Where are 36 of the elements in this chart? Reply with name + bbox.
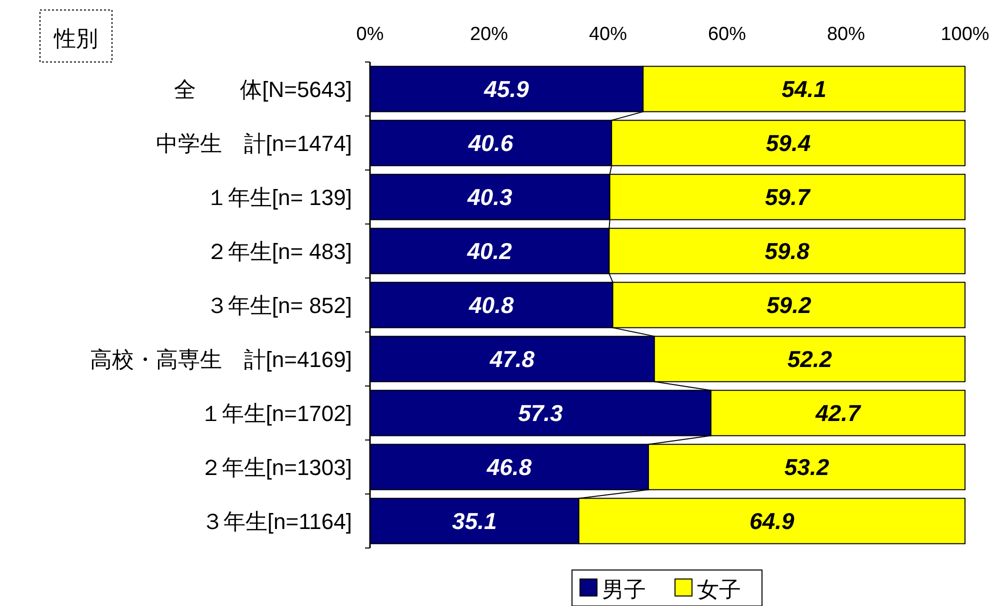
x-tick-label: 0% — [356, 24, 384, 45]
data-label: 59.8 — [764, 238, 810, 264]
data-label: 40.8 — [468, 292, 514, 318]
y-tick-label: １年生[n=1702] — [200, 401, 352, 426]
y-tick-label: ３年生[n= 852] — [206, 293, 352, 318]
data-label: 47.8 — [488, 346, 535, 372]
data-label: 45.9 — [483, 76, 530, 102]
x-tick-label: 80% — [826, 24, 866, 45]
y-tick-label: 全 体[N=5643] — [174, 77, 352, 102]
y-tick-label: １年生[n= 139] — [206, 185, 352, 210]
y-tick-label: ２年生[n= 483] — [206, 239, 352, 264]
x-tick-label: 60% — [708, 24, 746, 45]
legend-label: 男子 — [602, 577, 646, 602]
data-label: 64.9 — [750, 508, 795, 534]
x-tick-label: 20% — [470, 24, 508, 45]
data-label: 59.7 — [765, 184, 811, 210]
data-label: 35.1 — [452, 508, 497, 534]
y-tick-label: 高校・高専生 計[n=4169] — [90, 347, 352, 372]
data-label: 57.3 — [518, 400, 564, 426]
y-tick-label: ２年生[n=1303] — [200, 455, 352, 480]
data-label: 53.2 — [784, 454, 830, 480]
data-label: 42.7 — [814, 400, 862, 426]
data-label: 40.6 — [467, 130, 514, 156]
x-tick-label: 100% — [940, 24, 990, 45]
data-label: 40.2 — [466, 238, 512, 264]
legend-label: 女子 — [697, 577, 741, 602]
data-label: 40.3 — [466, 184, 512, 210]
data-label: 46.8 — [486, 454, 532, 480]
x-tick-label: 40% — [588, 24, 628, 45]
data-label: 54.1 — [782, 76, 826, 102]
data-label: 59.2 — [766, 292, 812, 318]
y-tick-label: ３年生[n=1164] — [201, 509, 352, 534]
data-label: 52.2 — [787, 346, 832, 372]
data-label: 59.4 — [766, 130, 811, 156]
y-tick-label: 中学生 計[n=1474] — [156, 131, 352, 156]
title: 性別 — [40, 10, 112, 62]
